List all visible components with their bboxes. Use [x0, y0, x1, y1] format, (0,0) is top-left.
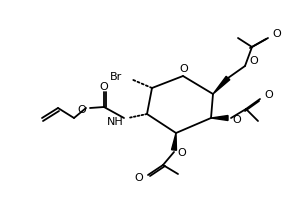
Text: NH: NH: [107, 117, 124, 127]
Text: O: O: [272, 29, 281, 39]
Text: O: O: [232, 115, 241, 125]
Polygon shape: [213, 76, 230, 94]
Text: O: O: [249, 56, 258, 66]
Text: O: O: [77, 105, 86, 115]
Text: O: O: [180, 64, 188, 74]
Text: O: O: [134, 173, 143, 183]
Polygon shape: [211, 116, 228, 121]
Text: O: O: [264, 90, 273, 100]
Text: Br: Br: [110, 72, 122, 82]
Polygon shape: [172, 133, 177, 150]
Text: O: O: [177, 148, 186, 158]
Text: O: O: [100, 82, 108, 92]
